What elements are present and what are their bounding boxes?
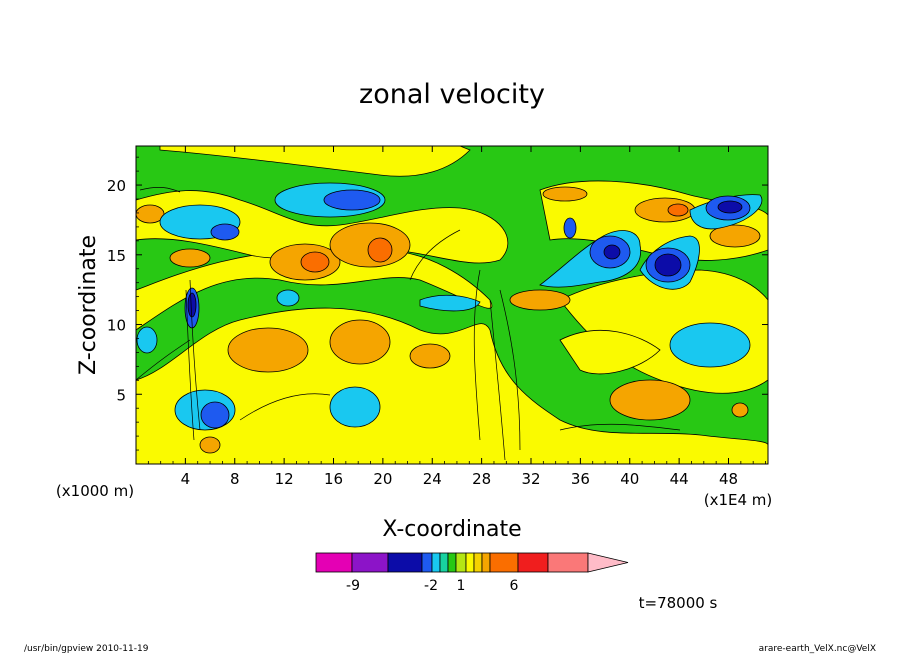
x-axis-label: X-coordinate [382,517,521,542]
y-tick-label: 10 [107,317,126,335]
x-tick-label: 28 [472,470,491,488]
colorbar-segment [517,552,549,573]
colorbar-segment [315,552,353,573]
dark-orange-regions [300,203,689,273]
x-tick-label: 44 [670,470,689,488]
colorbar-arrow [587,552,629,573]
colorbar-segment [447,552,457,573]
x-axis: 4 8 12 16 20 24 28 32 36 40 44 48 [147,146,766,488]
x-tick-label: 8 [230,470,240,488]
footer-right: arare-earth_VelX.nc@VelX [759,644,876,654]
colorbar-segment [473,552,483,573]
x-tick-label: 40 [620,470,639,488]
contour-field [136,146,768,464]
y-axis-label: Z-coordinate [76,235,101,375]
x-tick-label: 16 [324,470,343,488]
time-label: t=78000 s [639,594,718,612]
x-tick-label: 32 [521,470,540,488]
colorbar-segment [421,552,433,573]
y-tick-label: 15 [107,247,126,265]
colorbar-segment [465,552,475,573]
plot-frame [135,145,769,465]
colorbar-segment [455,552,467,573]
colorbar-tick-label: 6 [510,578,519,594]
x-tick-label: 36 [571,470,590,488]
colorbar-segment [431,552,441,573]
y-tick-label: 20 [107,177,126,195]
colorbar-segment [351,552,389,573]
colorbar-tick-label: -2 [424,578,438,594]
colorbar-tick-label: 1 [457,578,466,594]
x-unit-label: (x1E4 m) [704,491,773,509]
contour-lines [136,187,681,461]
x-tick-label: 4 [181,470,191,488]
colorbar-segment [439,552,449,573]
colorbar-segment [489,552,519,573]
y-axis: 5 10 15 20 [107,156,768,451]
y-tick-label: 5 [116,386,126,404]
x-tick-label: 48 [719,470,738,488]
colorbar-segment [547,552,589,573]
colorbar-tick-label: -9 [346,578,360,594]
colorbar: -9 -2 1 6 [315,552,629,594]
x-tick-label: 20 [373,470,392,488]
y-unit-label: (x1000 m) [56,482,134,500]
x-tick-label: 12 [275,470,294,488]
footer-left: /usr/bin/gpview 2010-11-19 [24,644,149,654]
x-tick-label: 24 [423,470,442,488]
colorbar-segment [387,552,423,573]
chart-title: zonal velocity [359,79,545,110]
colorbar-segment [481,552,491,573]
